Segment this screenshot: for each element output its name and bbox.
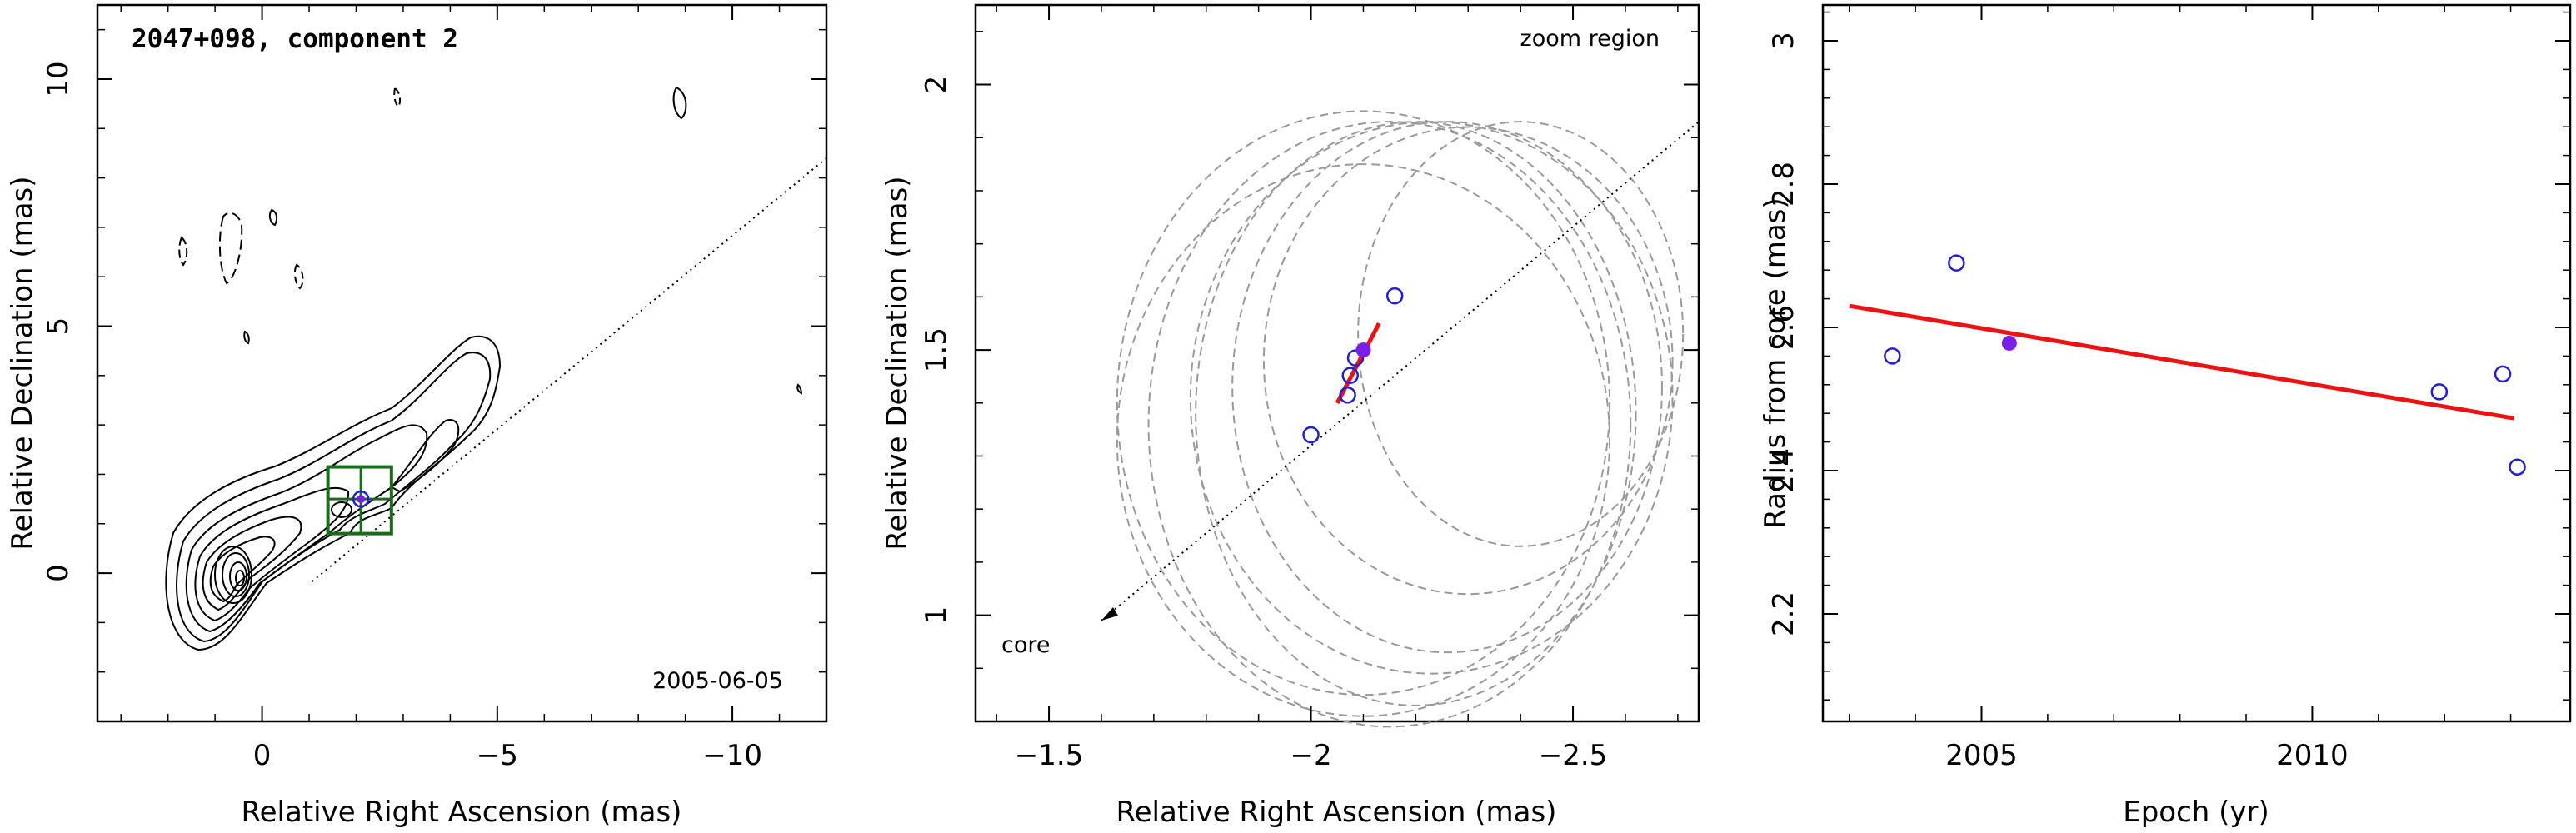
- contour-island-4: [293, 263, 304, 290]
- panel3-ytick-label: 2.4: [1767, 448, 1800, 493]
- panel3-ytick-label: 2.2: [1767, 591, 1800, 636]
- panel-contour-map: 0 −5 −10 0 5 10: [6, 3, 828, 829]
- panel2-xtick-label: −2.5: [1539, 739, 1608, 772]
- open-marker: [1948, 254, 1965, 272]
- panel1-date-label: 2005-06-05: [652, 668, 783, 694]
- panel1-xtick-label: 0: [253, 739, 272, 772]
- core-arrow-icon: [1101, 606, 1118, 621]
- contour-knot: [331, 501, 352, 518]
- panel-radius-epoch: 2005 2010 2.2 2.4 2.6 2.8 3 Epoch (yr) Radius …: [1759, 3, 2572, 829]
- panel3-xlabel: Epoch (yr): [2123, 796, 2269, 829]
- panel1-ytick-label: 5: [42, 317, 75, 336]
- label-zoom-region: zoom region: [1520, 26, 1660, 52]
- panel1-title: 2047+098, component 2: [132, 24, 458, 54]
- contour-map-image: [165, 86, 803, 651]
- velocity-vector-line: [1335, 322, 1381, 404]
- radius-points-group: [1884, 254, 2526, 476]
- panel1-ytick-label: 10: [42, 61, 75, 97]
- panel3-ytick-label: 3: [1767, 32, 1800, 50]
- panel1-frame: [96, 3, 828, 723]
- model-ellipse: [1116, 110, 1611, 696]
- open-marker: [1385, 287, 1404, 305]
- contour-level-4: [194, 486, 350, 622]
- label-core: core: [1001, 632, 1050, 658]
- panel2-frame: [974, 3, 1700, 723]
- panel3-frame: [1821, 3, 2572, 723]
- contour-island-5: [243, 330, 250, 345]
- open-marker: [2430, 383, 2449, 401]
- ellipses-group: [1116, 110, 1685, 728]
- panel2-ytick-label: 1: [920, 606, 953, 625]
- fit-line: [1849, 303, 2514, 421]
- model-ellipse: [1147, 121, 1632, 728]
- panel3-xtick-label: 2005: [1945, 739, 2018, 772]
- component-circle: [352, 490, 370, 508]
- contour-level-10: [235, 570, 245, 586]
- model-ellipse: [1189, 121, 1674, 675]
- model-ellipse: [1231, 121, 1663, 654]
- component-dot: [357, 495, 366, 504]
- panel2-ticks: −1.5 −2 −2.5 1 1.5 2: [920, 5, 1699, 772]
- panel2-xtick-label: −2: [1290, 739, 1331, 772]
- contour-level-2: [176, 352, 492, 643]
- open-marker: [1341, 367, 1359, 384]
- model-ellipse: [1116, 163, 1611, 717]
- model-ellipse: [1195, 121, 1637, 706]
- panel3-xtick-label: 2010: [2276, 739, 2349, 772]
- open-marker: [1884, 347, 1901, 365]
- panel1-ylabel: Relative Declination (mas): [6, 176, 39, 550]
- contour-island-8: [796, 383, 803, 395]
- open-marker: [1339, 386, 1356, 404]
- jet-axis-line: [311, 157, 827, 582]
- open-marker: [2509, 458, 2526, 476]
- panel2-ytick-label: 1.5: [920, 327, 953, 372]
- open-marker: [1346, 349, 1365, 367]
- panel2-ylabel: Relative Declination (mas): [881, 176, 914, 550]
- contour-island-7: [672, 86, 687, 120]
- contour-island-1: [218, 212, 243, 285]
- contour-level-1: [165, 335, 502, 651]
- contour-level-8: [222, 552, 250, 597]
- component-marker: [352, 490, 370, 508]
- panel-zoom-region: −1.5 −2 −2.5 1 1.5 2 zoom region core Relativ…: [881, 3, 1700, 829]
- panel1-ytick-label: 0: [42, 564, 75, 582]
- panel2-xtick-label: −1.5: [1015, 739, 1084, 772]
- contour-level-6: [209, 536, 276, 603]
- panel3-ylabel: Radius from core (mas): [1759, 197, 1792, 528]
- panel3-ytick-label: 2.6: [1767, 305, 1800, 350]
- contour-level-3: [185, 424, 428, 633]
- panel1-ticks: 0 −5 −10 0 5 10: [42, 5, 827, 772]
- panel3-ytick-label: 2.8: [1767, 162, 1800, 207]
- model-ellipse: [1262, 126, 1674, 596]
- panel3-ticks: 2005 2010 2.2 2.4 2.6 2.8 3: [1767, 5, 2570, 772]
- panel1-xtick-label: −10: [702, 739, 762, 772]
- panel2-xlabel: Relative Right Ascension (mas): [1116, 796, 1557, 829]
- contour-island-2: [178, 236, 188, 267]
- zoom-points-group: [1302, 287, 1404, 444]
- panel1-xtick-label: −5: [477, 739, 518, 772]
- contour-upper-knot: [390, 419, 460, 493]
- open-marker: [1302, 426, 1320, 444]
- open-marker: [2494, 365, 2512, 383]
- contour-level-9: [229, 561, 247, 591]
- contour-island-3: [268, 208, 278, 227]
- panel1-xlabel: Relative Right Ascension (mas): [242, 796, 682, 829]
- model-ellipse: [1357, 121, 1685, 547]
- filled-marker: [1355, 342, 1371, 358]
- contour-island-6: [393, 87, 402, 108]
- panel2-ytick-label: 2: [920, 76, 953, 94]
- filled-marker: [2001, 335, 2017, 351]
- contour-level-5: [202, 516, 302, 611]
- contour-level-7: [214, 546, 252, 604]
- jet-axis-line-zoom: [1101, 121, 1700, 621]
